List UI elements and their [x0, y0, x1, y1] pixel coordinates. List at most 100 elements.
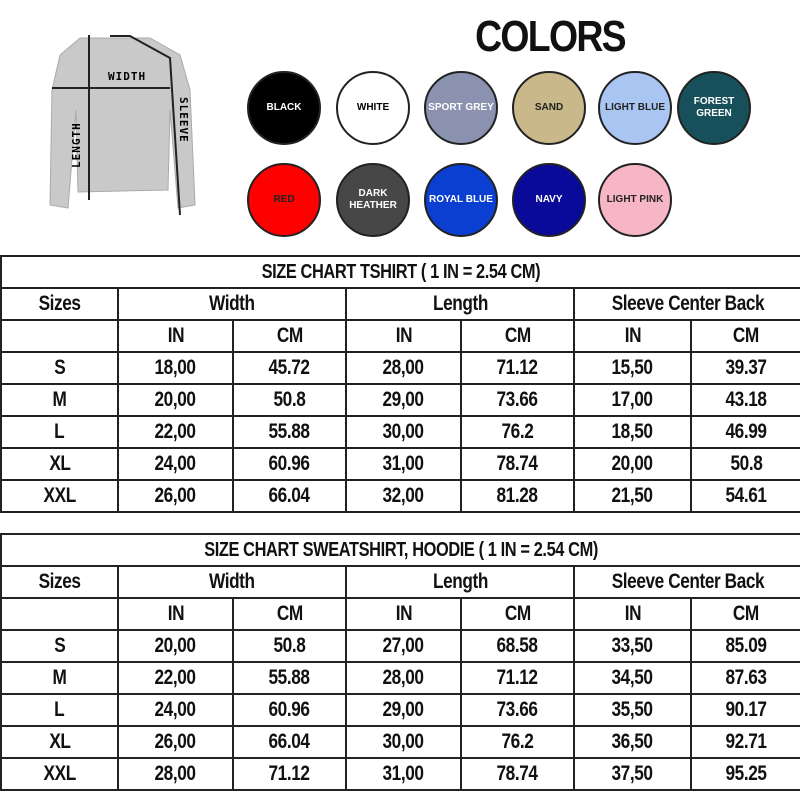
table-cell: 18,00: [117, 351, 234, 385]
table-cell: 50.8: [232, 629, 347, 663]
table-cell: 73.66: [460, 383, 575, 417]
width-label: WIDTH: [108, 70, 146, 83]
table-cell: 90.17: [689, 693, 800, 727]
color-swatch-forest-green: FOREST GREEN: [677, 71, 751, 145]
size-label: S: [0, 629, 119, 663]
table-cell: 50.8: [232, 383, 347, 417]
table-cell: 22,00: [117, 415, 234, 449]
table-row: XXL 26,00 66.04 32,00 81.28 21,50 54.61: [0, 479, 800, 513]
table-cell: 30,00: [345, 725, 462, 759]
table-cell: 20,00: [573, 447, 692, 481]
unit-header: CM: [460, 319, 575, 353]
size-chart-sweatshirt-hoodie: SIZE CHART SWEATSHIRT, HOODIE ( 1 IN = 2…: [0, 533, 800, 791]
table-cell: 66.04: [232, 479, 347, 513]
header-row: Sizes Width Length Sleeve Center Back: [0, 565, 800, 599]
color-swatch-dark-heather: DARK HEATHER: [336, 163, 410, 237]
sleeve-label: SLEEVE: [177, 97, 190, 143]
table-cell: 50.8: [689, 447, 800, 481]
size-chart-tshirt: SIZE CHART TSHIRT ( 1 IN = 2.54 CM) Sizes…: [0, 255, 800, 513]
table-cell: 20,00: [117, 629, 234, 663]
unit-row: IN CM IN CM IN CM: [0, 597, 800, 631]
color-label: SPORT GREY: [428, 102, 494, 113]
color-swatch-navy: NAVY: [512, 163, 586, 237]
color-swatch-red: RED: [247, 163, 321, 237]
empty-cell: [0, 319, 119, 353]
color-label: SAND: [534, 102, 564, 113]
table-cell: 31,00: [345, 757, 462, 791]
table-cell: 92.71: [689, 725, 800, 759]
table-row: M 22,00 55.88 28,00 71.12 34,50 87.63: [0, 661, 800, 695]
table-row: M 20,00 50.8 29,00 73.66 17,00 43.18: [0, 383, 800, 417]
table-cell: 78.74: [460, 757, 575, 791]
color-label: LIGHT BLUE: [605, 102, 665, 113]
color-swatch-black: BLACK: [247, 71, 321, 145]
sweatshirt-diagram: WIDTH LENGTH SLEEVE: [49, 35, 196, 216]
color-swatch-light-pink: LIGHT PINK: [598, 163, 672, 237]
table-cell: 71.12: [232, 757, 347, 791]
header-row: Sizes Width Length Sleeve Center Back: [0, 287, 800, 321]
size-label: L: [0, 415, 119, 449]
table-cell: 78.74: [460, 447, 575, 481]
table-cell: 36,50: [573, 725, 692, 759]
unit-header: IN: [345, 319, 462, 353]
color-swatch-royal-blue: ROYAL BLUE: [424, 163, 498, 237]
unit-header: CM: [232, 597, 347, 631]
unit-header: IN: [117, 319, 234, 353]
table-cell: 87.63: [689, 661, 800, 695]
header-group: Width: [117, 287, 347, 321]
table-cell: 29,00: [345, 693, 462, 727]
table-cell: 55.88: [232, 661, 347, 695]
table-cell: 28,00: [345, 351, 462, 385]
unit-header: CM: [232, 319, 347, 353]
unit-header: CM: [689, 319, 800, 353]
size-label: M: [0, 661, 119, 695]
header-sizes: Sizes: [0, 565, 119, 599]
table-row: XXL 28,00 71.12 31,00 78.74 37,50 95.25: [0, 757, 800, 791]
table-row: L 24,00 60.96 29,00 73.66 35,50 90.17: [0, 693, 800, 727]
table-row: S 20,00 50.8 27,00 68.58 33,50 85.09: [0, 629, 800, 663]
color-swatch-light-blue: LIGHT BLUE: [598, 71, 672, 145]
size-label: XXL: [0, 479, 119, 513]
color-label: DARK HEATHER: [349, 188, 397, 211]
table-cell: 39.37: [689, 351, 800, 385]
color-label: BLACK: [266, 102, 302, 113]
table-cell: 18,50: [573, 415, 692, 449]
table-cell: 24,00: [117, 693, 234, 727]
table-cell: 85.09: [689, 629, 800, 663]
header-sizes: Sizes: [0, 287, 119, 321]
unit-header: IN: [573, 597, 692, 631]
unit-header: IN: [117, 597, 234, 631]
table-cell: 76.2: [460, 725, 575, 759]
table-cell: 26,00: [117, 479, 234, 513]
size-label: XL: [0, 725, 119, 759]
table-cell: 28,00: [345, 661, 462, 695]
table-cell: 21,50: [573, 479, 692, 513]
table-cell: 22,00: [117, 661, 234, 695]
table-cell: 35,50: [573, 693, 692, 727]
table-row: L 22,00 55.88 30,00 76.2 18,50 46.99: [0, 415, 800, 449]
table-cell: 43.18: [689, 383, 800, 417]
color-swatch-white: WHITE: [336, 71, 410, 145]
color-swatch-sport-grey: SPORT GREY: [424, 71, 498, 145]
unit-header: IN: [345, 597, 462, 631]
table-cell: 32,00: [345, 479, 462, 513]
table-cell: 33,50: [573, 629, 692, 663]
table-cell: 27,00: [345, 629, 462, 663]
table-cell: 73.66: [460, 693, 575, 727]
table-cell: 37,50: [573, 757, 692, 791]
table-title: SIZE CHART SWEATSHIRT, HOODIE ( 1 IN = 2…: [0, 533, 800, 567]
table-cell: 24,00: [117, 447, 234, 481]
color-label: ROYAL BLUE: [429, 194, 493, 205]
size-label: XL: [0, 447, 119, 481]
table-cell: 71.12: [460, 661, 575, 695]
colors-title: COLORS: [475, 12, 626, 61]
unit-header: IN: [573, 319, 692, 353]
table-cell: 66.04: [232, 725, 347, 759]
table-cell: 15,50: [573, 351, 692, 385]
color-label: NAVY: [535, 194, 563, 205]
table-cell: 46.99: [689, 415, 800, 449]
table-cell: 30,00: [345, 415, 462, 449]
table-cell: 95.25: [689, 757, 800, 791]
table-cell: 17,00: [573, 383, 692, 417]
size-label: L: [0, 693, 119, 727]
